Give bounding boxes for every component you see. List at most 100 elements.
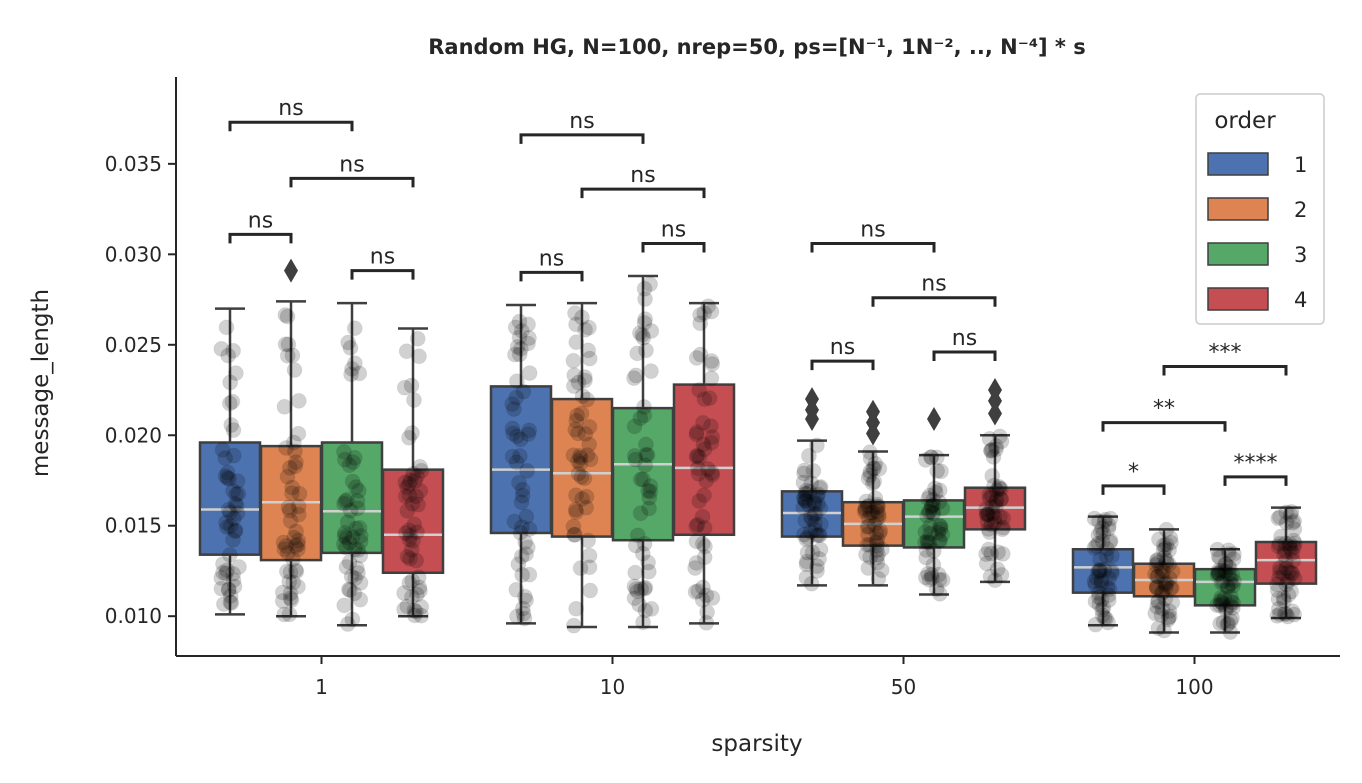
sample-dot — [508, 389, 525, 406]
sample-dot — [690, 465, 707, 482]
significance-label: *** — [1209, 341, 1242, 366]
sample-dot — [350, 542, 367, 559]
sample-dot — [567, 421, 584, 438]
sample-dot — [1161, 542, 1178, 559]
sample-dot — [934, 526, 951, 543]
sample-dot — [983, 442, 1000, 459]
sample-dot — [1221, 560, 1238, 577]
sample-dot — [859, 498, 876, 515]
sample-dot — [578, 488, 595, 505]
sample-dot — [1282, 541, 1299, 558]
outlier-marker — [988, 378, 1002, 403]
sample-dot — [637, 436, 654, 453]
sample-dot — [925, 491, 942, 508]
sample-dot — [289, 578, 306, 595]
sample-dot — [1090, 564, 1107, 581]
sample-dot — [276, 541, 293, 558]
sample-dot — [1271, 535, 1288, 552]
sample-dot — [567, 487, 584, 504]
sample-dot — [217, 450, 234, 467]
sample-dot — [919, 507, 936, 524]
sample-dot — [400, 522, 417, 539]
sample-dot — [341, 534, 358, 551]
bracket-line — [1223, 475, 1288, 486]
sample-dot — [1278, 576, 1295, 593]
sample-dot — [512, 524, 529, 541]
sample-dot — [352, 533, 369, 550]
sample-dot — [1164, 594, 1181, 611]
sample-dot — [349, 565, 366, 582]
sample-dot — [227, 523, 244, 540]
sample-dot — [1147, 566, 1164, 583]
significance-bracket: ns — [871, 272, 997, 307]
sample-dot — [632, 505, 649, 522]
sample-dot — [514, 481, 531, 498]
sample-dot — [397, 488, 414, 505]
sample-dot — [287, 458, 304, 475]
sample-dot — [284, 551, 301, 568]
sample-dot — [860, 518, 877, 535]
box-iqr — [489, 385, 553, 535]
sample-dot — [570, 374, 587, 391]
sample-dot — [811, 527, 828, 544]
sample-dot — [861, 536, 878, 553]
sample-dot — [411, 579, 428, 596]
outlier-marker — [927, 406, 941, 431]
sample-dot — [520, 335, 537, 352]
sample-dot — [626, 447, 643, 464]
sample-dot — [286, 529, 303, 546]
sample-dot — [804, 544, 821, 561]
x-tick-label: 50 — [891, 675, 916, 699]
sample-dot — [857, 546, 874, 563]
sample-dot — [639, 446, 656, 463]
sample-dot — [627, 564, 644, 581]
sample-dot — [1213, 562, 1230, 579]
sample-dot — [514, 600, 531, 617]
sample-dot — [1150, 620, 1167, 637]
sample-dot — [1098, 610, 1115, 627]
sample-dot — [1091, 596, 1108, 613]
sample-dot — [688, 349, 705, 366]
sample-dot — [918, 542, 935, 559]
sample-dot — [860, 497, 877, 514]
sample-dot — [1217, 555, 1234, 572]
sample-dot — [636, 280, 653, 297]
bracket-line — [810, 241, 936, 253]
sample-dot — [696, 305, 713, 322]
sample-dot — [703, 303, 720, 320]
sample-dot — [280, 499, 297, 516]
sample-dot — [631, 325, 648, 342]
sample-dot — [274, 584, 291, 601]
sample-dot — [1150, 531, 1167, 548]
sample-dot — [279, 308, 296, 325]
sample-dot — [626, 578, 643, 595]
sample-dot — [335, 443, 352, 460]
sample-dot — [867, 490, 884, 507]
sample-dot — [576, 372, 593, 389]
box-group-sparsity-100-order-4 — [1254, 503, 1318, 625]
sample-dot — [864, 504, 881, 521]
sample-dot — [1103, 547, 1120, 564]
sample-dot — [1269, 576, 1286, 593]
sample-dot — [688, 448, 705, 465]
sample-dot — [869, 503, 886, 520]
sample-dot — [511, 329, 528, 346]
box-group-sparsity-50-order-4 — [963, 378, 1027, 589]
sample-dot — [227, 495, 244, 512]
sample-dot — [566, 367, 583, 384]
sample-dot — [927, 484, 944, 501]
sample-dot — [1282, 506, 1299, 523]
sample-dot — [1154, 600, 1171, 617]
sample-dot — [932, 532, 949, 549]
significance-bracket: ns — [289, 152, 415, 188]
sample-dot — [991, 428, 1008, 445]
significance-bracket: ns — [810, 335, 875, 371]
sample-dot — [520, 426, 537, 443]
sample-dot — [1090, 585, 1107, 602]
sample-dot — [866, 460, 883, 477]
sample-dot — [511, 448, 528, 465]
sample-dot — [869, 498, 886, 515]
sample-dot — [568, 504, 585, 521]
sample-dot — [642, 478, 659, 495]
